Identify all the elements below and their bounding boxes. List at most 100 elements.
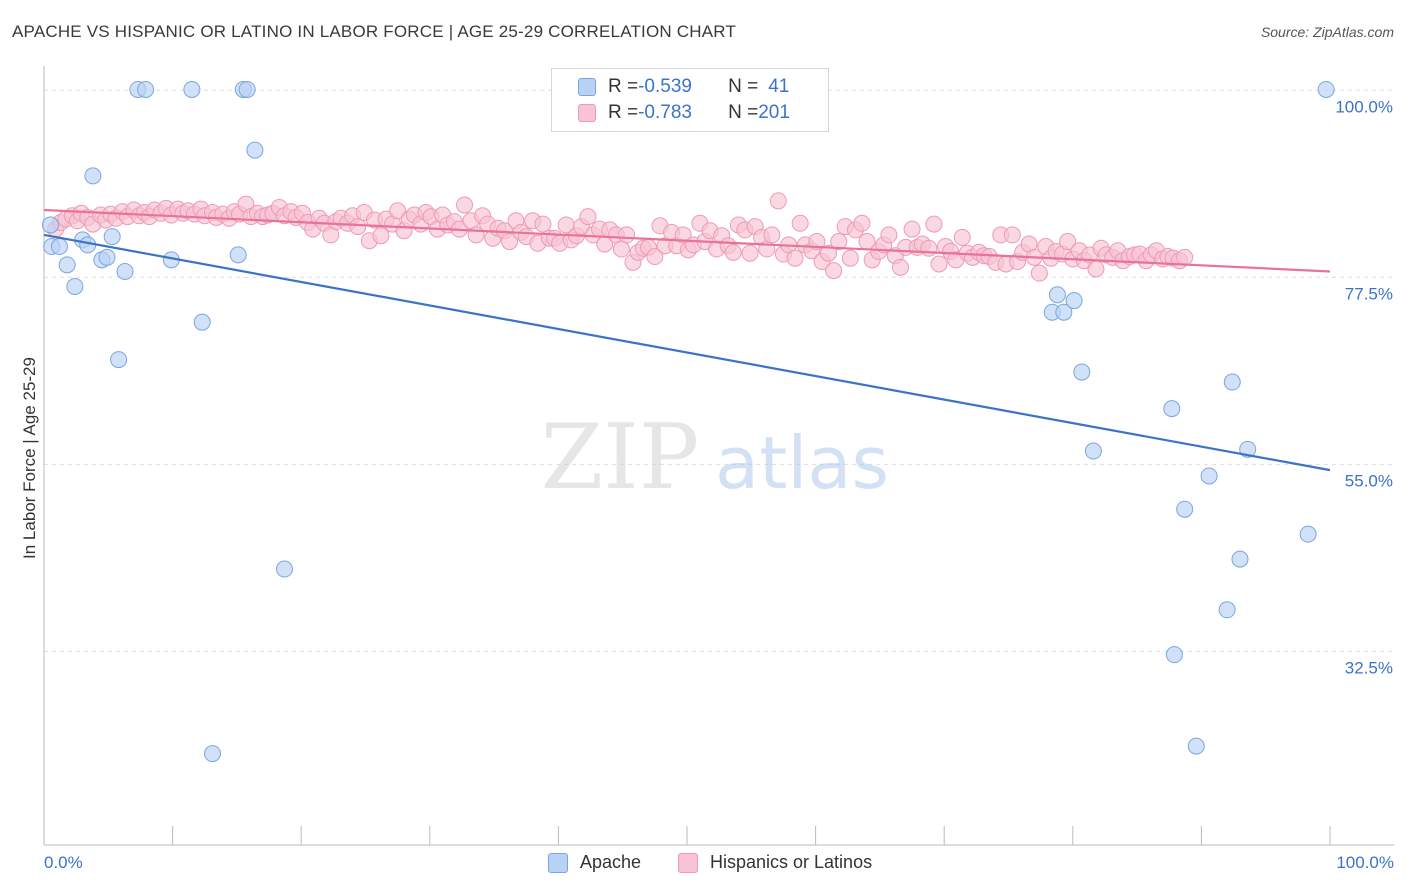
watermark: ZIP atlas (541, 405, 889, 510)
hispanic-point (791, 214, 809, 232)
hispanic-point (456, 196, 474, 214)
y-tick-label: 32.5% (1345, 658, 1393, 677)
legend-item-apache[interactable]: Apache (548, 852, 641, 873)
hispanic-point (612, 240, 630, 258)
apache-point (50, 238, 68, 256)
hispanic-point (763, 226, 781, 244)
hispanic-point (841, 249, 859, 267)
apache-points (41, 80, 1335, 763)
apache-point (1084, 442, 1102, 460)
hispanic-point (920, 239, 938, 257)
hispanic-point (1059, 233, 1077, 251)
hispanic-point (1087, 260, 1105, 278)
hispanic-point (724, 243, 742, 261)
apache-point (1065, 292, 1083, 310)
n-label: N = (728, 102, 759, 123)
legend-item-hispanic[interactable]: Hispanics or Latinos (678, 852, 872, 873)
hispanic-point (534, 215, 552, 233)
chart-title: APACHE VS HISPANIC OR LATINO IN LABOR FO… (12, 22, 737, 41)
apache-point (137, 80, 155, 98)
hispanic-point (808, 233, 826, 251)
hispanic-point (769, 192, 787, 210)
hispanic-point (786, 249, 804, 267)
apache-point (1055, 303, 1073, 321)
hispanic-point (925, 215, 943, 233)
hispanic-point (579, 208, 597, 226)
apache-point (193, 313, 211, 331)
n-label: N = (728, 76, 759, 97)
source-label: Source: ZipAtlas.com (1260, 24, 1394, 40)
legend-row-hispanic: R = -0.783 N = 201 (578, 100, 790, 126)
y-tick-label: 100.0% (1335, 97, 1393, 116)
hispanic-point (1030, 264, 1048, 282)
apache-point (84, 167, 102, 185)
apache-point (1163, 400, 1181, 418)
apache-point (1200, 467, 1218, 485)
hispanic-point (1176, 248, 1194, 266)
apache-point (229, 246, 247, 264)
r-label: R = (608, 102, 639, 123)
apache-point (1165, 646, 1183, 664)
apache-point (1187, 737, 1205, 755)
watermark-zip: ZIP (541, 405, 700, 510)
axes (43, 66, 1394, 846)
hispanic-point (674, 226, 692, 244)
hispanic-point (349, 218, 367, 236)
hispanic-point (903, 220, 921, 238)
apache-legend-swatch (548, 852, 568, 873)
apache-point (1223, 373, 1241, 391)
r-label: R = (608, 76, 639, 97)
apache-point (238, 80, 256, 98)
hispanic-point (1003, 226, 1021, 244)
hispanic-point (891, 258, 909, 276)
watermark-atlas: atlas (715, 421, 889, 505)
legend-row-apache: R = -0.539 N = 41 (578, 74, 789, 100)
hispanic-swatch (578, 104, 596, 122)
apache-point (1176, 500, 1194, 518)
hispanic-point (618, 226, 636, 244)
y-axis-label: In Labor Force | Age 25-29 (20, 357, 39, 559)
hispanic-trend-line (43, 208, 1331, 273)
apache-trend-line (43, 233, 1331, 472)
y-tick-labels: 100.0% 77.5% 55.0% 32.5% (1335, 97, 1393, 677)
apache-legend-label: Apache (580, 852, 642, 872)
apache-point (66, 277, 84, 295)
apache-point (41, 216, 59, 234)
hispanic-point (853, 214, 871, 232)
correlation-legend: R = -0.539 N = 41 R = -0.783 N = 201 (551, 68, 829, 132)
apache-point (1073, 363, 1091, 381)
hispanic-point (819, 244, 837, 262)
apache-point (246, 141, 264, 159)
hispanic-legend-label: Hispanics or Latinos (710, 852, 873, 872)
hispanic-point (646, 248, 664, 266)
hispanic-point (501, 233, 519, 251)
n-value: 41 (768, 76, 790, 97)
apache-point (275, 560, 293, 578)
apache-swatch (578, 78, 596, 96)
apache-point (116, 262, 134, 280)
apache-point (98, 248, 116, 266)
n-value: 201 (758, 102, 790, 123)
r-value: -0.783 (638, 102, 692, 123)
hispanic-legend-swatch (678, 852, 698, 873)
hispanic-point (741, 244, 759, 262)
apache-point (58, 256, 76, 274)
hispanic-point (372, 227, 390, 245)
x-tick-label-max: 100.0% (1336, 853, 1394, 872)
r-value: -0.539 (638, 76, 692, 97)
hispanic-point (930, 255, 948, 273)
x-tick-label-min: 0.0% (44, 853, 83, 872)
hispanic-point (830, 233, 848, 251)
apache-point (203, 745, 221, 763)
apache-point (110, 351, 128, 369)
apache-point (1218, 601, 1236, 619)
apache-point (1317, 80, 1335, 98)
y-tick-label: 77.5% (1345, 284, 1393, 303)
y-tick-label: 55.0% (1345, 471, 1393, 490)
apache-point (1048, 286, 1066, 304)
apache-point (1231, 550, 1249, 568)
trend-lines (43, 208, 1331, 472)
hispanic-point (953, 228, 971, 246)
apache-point (183, 80, 201, 98)
hispanic-point (825, 262, 843, 280)
